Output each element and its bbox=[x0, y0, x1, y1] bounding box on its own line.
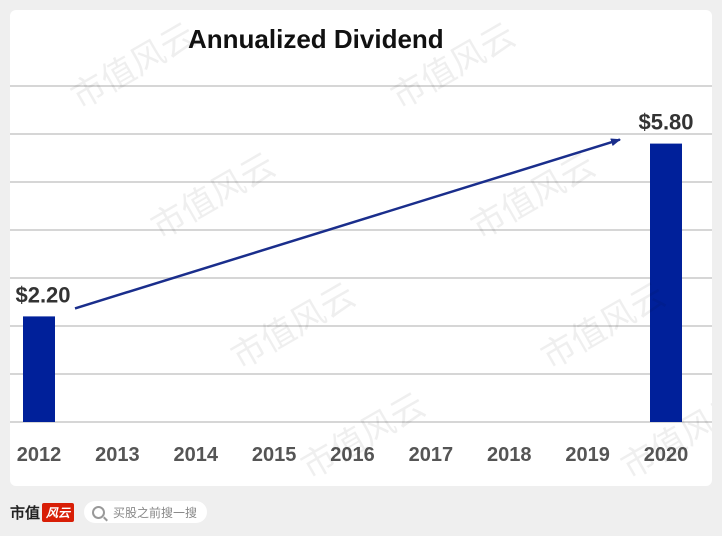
trend-arrow bbox=[74, 138, 621, 310]
bar bbox=[650, 143, 682, 422]
search-icon bbox=[92, 505, 106, 519]
x-tick-label: 2012 bbox=[17, 444, 62, 466]
search-placeholder: 买股之前搜一搜 bbox=[113, 505, 198, 520]
watermark-text: 市值风云 bbox=[465, 145, 603, 248]
gridlines bbox=[10, 85, 712, 423]
data-label: $2.20 bbox=[15, 282, 70, 307]
bar bbox=[23, 316, 55, 422]
bars bbox=[23, 143, 682, 422]
watermark-text: 市值风云 bbox=[145, 145, 283, 248]
x-tick-label: 2016 bbox=[330, 444, 375, 466]
data-labels: $2.20 $5.80 bbox=[15, 110, 693, 308]
chart-card: $2.20 $5.80 2012 2013 2014 2015 2016 2017 2018 2… bbox=[10, 10, 712, 486]
x-tick-label: 2013 bbox=[95, 444, 140, 466]
watermark-text: 市值风云 bbox=[65, 15, 203, 118]
watermark-text: 市值风云 bbox=[295, 385, 433, 486]
footer: 市值 风云 买股之前搜一搜 bbox=[10, 496, 712, 528]
x-tick-label: 2018 bbox=[487, 444, 532, 466]
search-box[interactable]: 买股之前搜一搜 bbox=[84, 501, 208, 523]
chart: $2.20$5.80 2012 2013 2014 2015 2016 2017 2018 2… bbox=[10, 15, 712, 486]
brand-badge: 风云 bbox=[42, 502, 75, 522]
chart-title: Annualized Dividend bbox=[188, 24, 444, 54]
x-tick-label: 2015 bbox=[252, 444, 297, 466]
x-tick-label: 2014 bbox=[174, 444, 219, 466]
x-axis-ticks: 2012 2013 2014 2015 2016 2017 2018 2019 2020 bbox=[17, 444, 689, 466]
x-tick-label: 2017 bbox=[409, 444, 454, 466]
x-tick-label: 2019 bbox=[565, 444, 610, 466]
brand-logo: 市值 风云 bbox=[10, 502, 75, 523]
trend-arrow-line bbox=[74, 138, 621, 310]
x-tick-label: 2020 bbox=[644, 444, 689, 466]
data-label: $5.80 bbox=[638, 110, 693, 135]
brand-name: 市值 bbox=[10, 503, 41, 522]
